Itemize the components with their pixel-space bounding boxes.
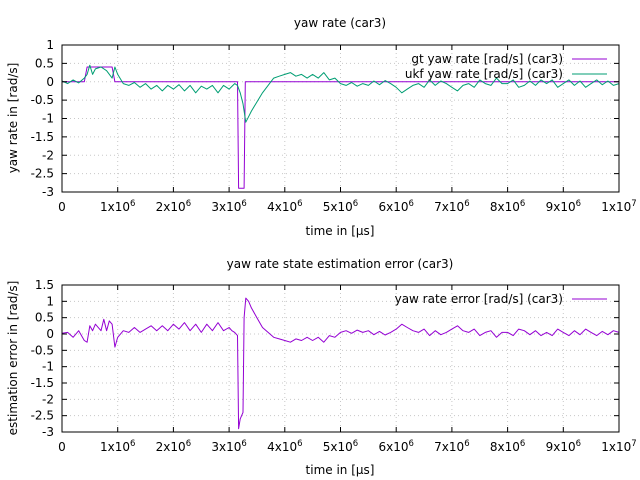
yaw-rate-chart: yaw rate (car3) yaw rate in [rad/s] time…: [6, 16, 637, 238]
y-tick-label: -0.5: [31, 343, 54, 357]
legend-label-gt: gt yaw rate [rad/s] (car3): [411, 52, 563, 66]
y-tick-label: 0.5: [35, 56, 54, 70]
legend: gt yaw rate [rad/s] (car3) ukf yaw rate …: [405, 52, 607, 81]
series-line-0: [61, 297, 620, 430]
x-tick-label: 2x106: [156, 439, 191, 454]
x-tick-label: 8x106: [490, 439, 525, 454]
x-tick-label: 1x107: [601, 199, 636, 214]
grid: [62, 285, 619, 432]
y-tick-label: 0: [46, 75, 54, 89]
y-tick-label: -2.5: [31, 167, 54, 181]
x-tick-label: 3x106: [211, 199, 246, 214]
legend-label-error: yaw rate error [rad/s] (car3): [395, 292, 563, 306]
series-layer: [61, 297, 620, 430]
y-tick-label: -3: [42, 185, 54, 199]
ticks: 0 1x106 2x106 3x106 4x106 5x106 6x106 7x106 8x10…: [31, 38, 637, 214]
x-tick-label: 2x106: [156, 199, 191, 214]
y-tick-label: -2: [42, 392, 54, 406]
y-tick-label: -1.5: [31, 376, 54, 390]
x-axis-label: time in [µs]: [306, 463, 375, 477]
x-tick-label: 1x106: [100, 199, 135, 214]
x-tick-label: 7x106: [434, 199, 469, 214]
y-tick-label: -2: [42, 148, 54, 162]
series-line-0: [62, 66, 619, 189]
ticks: 0 1x106 2x106 3x106 4x106 5x106 6x106 7x106 8x10…: [31, 278, 637, 454]
x-tick-label: 4x106: [267, 199, 302, 214]
x-tick-label: 6x106: [378, 439, 413, 454]
y-tick-label: -3: [42, 425, 54, 439]
x-tick-label: 9x106: [546, 199, 581, 214]
x-tick-label: 3x106: [211, 439, 246, 454]
x-tick-label: 4x106: [267, 439, 302, 454]
x-tick-label: 5x106: [323, 199, 358, 214]
x-tick-label: 0: [58, 200, 66, 214]
legend: yaw rate error [rad/s] (car3): [395, 292, 607, 306]
x-tick-label: 8x106: [490, 199, 525, 214]
x-tick-label: 5x106: [323, 439, 358, 454]
y-tick-label: 1: [46, 294, 54, 308]
chart-title: yaw rate (car3): [294, 16, 386, 30]
y-tick-label: 1: [46, 38, 54, 52]
x-tick-label: 6x106: [378, 199, 413, 214]
y-axis-label: yaw rate in [rad/s]: [6, 63, 20, 174]
y-tick-label: -1.5: [31, 130, 54, 144]
chart-title: yaw rate state estimation error (car3): [227, 257, 454, 271]
y-tick-label: -2.5: [31, 409, 54, 423]
y-tick-label: -1: [42, 112, 54, 126]
x-axis-label: time in [µs]: [306, 224, 375, 238]
y-tick-label: 1.5: [35, 278, 54, 292]
x-tick-label: 9x106: [546, 439, 581, 454]
y-tick-label: 0.5: [35, 311, 54, 325]
y-tick-label: -1: [42, 360, 54, 374]
y-tick-label: -0.5: [31, 93, 54, 107]
legend-label-ukf: ukf yaw rate [rad/s] (car3): [405, 67, 563, 81]
x-tick-label: 1x107: [601, 439, 636, 454]
x-tick-label: 1x106: [100, 439, 135, 454]
y-tick-label: 0: [46, 327, 54, 341]
series-layer: [61, 64, 620, 189]
estimation-error-chart: yaw rate state estimation error (car3) e…: [6, 257, 637, 477]
x-tick-label: 7x106: [434, 439, 469, 454]
series-line-1: [61, 64, 620, 123]
y-axis-label: estimation error in [rad/s]: [6, 281, 20, 436]
x-tick-label: 0: [58, 440, 66, 454]
